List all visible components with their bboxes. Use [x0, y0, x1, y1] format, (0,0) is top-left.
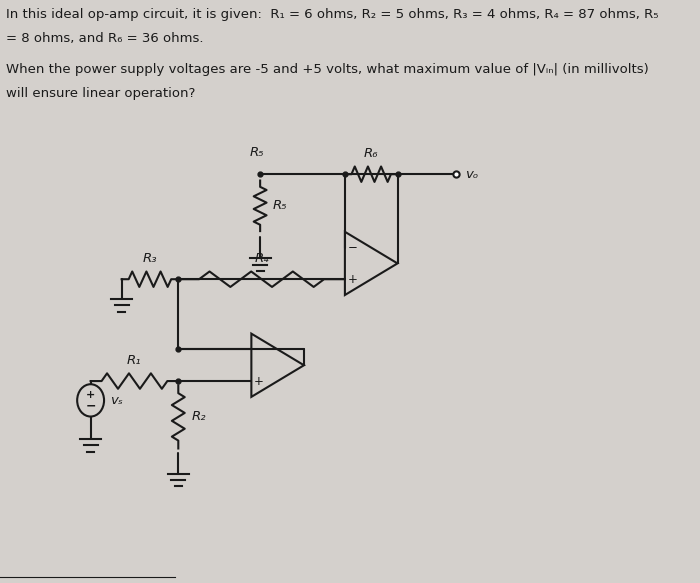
Text: R₅: R₅	[273, 199, 288, 212]
Text: −: −	[348, 241, 358, 254]
Text: vₛ: vₛ	[111, 394, 123, 407]
Text: When the power supply voltages are -5 and +5 volts, what maximum value of |Vᵢₙ| : When the power supply voltages are -5 an…	[6, 63, 649, 76]
Text: R₃: R₃	[143, 252, 158, 265]
Text: R₁: R₁	[127, 354, 142, 367]
Text: R₆: R₆	[364, 147, 379, 160]
Text: = 8 ohms, and R₆ = 36 ohms.: = 8 ohms, and R₆ = 36 ohms.	[6, 32, 203, 45]
Text: vₒ: vₒ	[465, 168, 478, 181]
Text: +: +	[86, 391, 95, 401]
Text: R₄: R₄	[254, 252, 269, 265]
Text: R₂: R₂	[191, 410, 206, 423]
Text: +: +	[254, 374, 264, 388]
Text: −: −	[254, 343, 264, 356]
Text: −: −	[85, 399, 96, 413]
Text: In this ideal op-amp circuit, it is given:  R₁ = 6 ohms, R₂ = 5 ohms, R₃ = 4 ohm: In this ideal op-amp circuit, it is give…	[6, 8, 658, 22]
Text: will ensure linear operation?: will ensure linear operation?	[6, 87, 195, 100]
Text: +: +	[348, 273, 358, 286]
Text: R₅: R₅	[250, 146, 265, 159]
